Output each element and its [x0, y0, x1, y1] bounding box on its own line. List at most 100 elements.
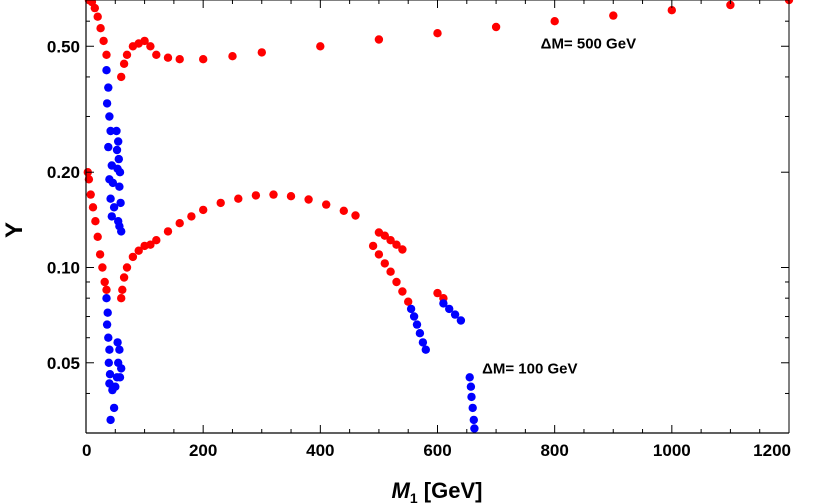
- data-point-blue-s1-17: [115, 168, 125, 177]
- data-point-red-s2-13: [316, 42, 325, 51]
- data-point-red-s2-7: [152, 50, 161, 59]
- data-point-blue-s1-2: [102, 99, 112, 108]
- data-point-red-s7-2: [380, 259, 389, 268]
- data-point-red-s0-3: [93, 12, 102, 21]
- data-point-red-s2-19: [667, 6, 676, 15]
- x-tick-label: 200: [189, 441, 217, 460]
- data-point-blue-s4-8: [106, 415, 115, 425]
- points-layer: [83, 0, 794, 433]
- data-point-blue-s4-0: [102, 294, 111, 303]
- x-tick-label: 0: [82, 441, 91, 460]
- y-tick-label: 0.50: [47, 37, 80, 56]
- data-point-blue-s8-1: [409, 312, 419, 321]
- y-tick-label: 0.10: [47, 258, 80, 277]
- data-point-red-s2-20: [726, 0, 735, 10]
- data-point-red-s0-2: [90, 3, 100, 13]
- data-point-red-s2-16: [491, 22, 501, 32]
- x-tick-label: 600: [423, 441, 451, 460]
- data-point-red-s6-2: [386, 236, 395, 245]
- data-point-blue-s1-5: [104, 142, 113, 152]
- data-point-red-s2-5: [140, 36, 149, 46]
- data-point-red-s2-2: [122, 50, 132, 59]
- data-point-blue-s8-7: [445, 304, 454, 314]
- data-point-red-s7-1: [374, 250, 384, 259]
- annotation-1: ΔM= 100 GeV: [482, 360, 577, 377]
- data-point-red-s5-4: [128, 252, 138, 262]
- data-point-red-s2-12: [257, 48, 266, 57]
- data-point-blue-s4-16: [115, 373, 125, 382]
- x-axis-label-unit: [GeV]: [418, 478, 483, 503]
- data-point-red-s5-9: [163, 227, 173, 236]
- data-point-red-s5-7: [146, 240, 155, 249]
- y-tick-label: 0.20: [47, 163, 80, 182]
- data-point-red-s5-13: [216, 198, 225, 208]
- data-point-blue-s1-15: [114, 154, 124, 164]
- data-point-red-s6-3: [392, 240, 401, 249]
- annotation-0: ΔM= 500 GeV: [541, 36, 636, 53]
- y-axis-label: Y: [1, 222, 28, 238]
- data-point-red-s3-1: [84, 175, 94, 184]
- data-point-red-s5-15: [251, 191, 261, 200]
- data-point-blue-s1-4: [106, 126, 115, 136]
- data-point-red-s3-6: [95, 250, 105, 259]
- data-point-red-s7-6: [404, 297, 413, 306]
- data-point-red-s7-0: [368, 241, 378, 251]
- x-axis-label-subscript: 1: [410, 490, 418, 504]
- data-point-blue-s8-5: [421, 345, 430, 354]
- data-point-red-s3-4: [91, 217, 100, 226]
- data-point-red-s2-6: [146, 42, 155, 51]
- data-point-blue-s1-11: [107, 212, 117, 221]
- data-point-blue-s4-2: [102, 320, 112, 329]
- data-point-blue-s4-4: [105, 345, 114, 354]
- data-point-red-s5-20: [339, 206, 348, 215]
- data-point-red-s5-17: [286, 192, 296, 201]
- data-point-red-s5-19: [322, 200, 331, 209]
- data-point-blue-s4-17: [117, 364, 126, 373]
- data-point-blue-s8-6: [439, 299, 448, 308]
- data-point-red-s5-14: [234, 194, 243, 203]
- data-point-red-s2-1: [119, 59, 129, 68]
- data-point-red-s3-5: [93, 232, 102, 241]
- data-point-red-s7-4: [392, 277, 401, 287]
- ticks-layer: 0 200 400 600 800 1000 1200 0.05 0.10 0.20 0.50: [47, 0, 791, 460]
- data-point-blue-s1-12: [112, 126, 121, 136]
- data-point-blue-s4-5: [104, 358, 114, 367]
- data-point-red-s2-17: [550, 17, 559, 26]
- data-point-red-s6-4: [398, 245, 407, 254]
- data-point-blue-s8-2: [412, 320, 422, 329]
- data-point-blue-s1-14: [112, 145, 122, 155]
- data-point-red-s6-1: [380, 231, 389, 240]
- data-point-red-s3-7: [98, 263, 107, 272]
- plot-background: [86, 0, 789, 433]
- data-point-blue-s8-10: [465, 373, 474, 382]
- data-point-blue-s4-15: [113, 338, 122, 347]
- data-point-blue-s1-13: [114, 137, 123, 146]
- data-point-blue-s8-14: [469, 415, 478, 425]
- data-point-blue-s8-13: [468, 403, 477, 413]
- data-point-red-s5-1: [118, 285, 127, 294]
- data-point-blue-s1-18: [115, 182, 124, 191]
- data-point-red-s2-8: [163, 53, 173, 62]
- data-point-red-s2-14: [374, 35, 384, 44]
- x-tick-label: 1000: [653, 441, 691, 460]
- data-point-blue-s1-10: [109, 203, 119, 212]
- data-point-red-s3-3: [88, 203, 98, 212]
- data-point-red-s5-11: [187, 212, 196, 221]
- data-point-blue-s4-11: [111, 382, 120, 391]
- data-point-blue-s8-12: [467, 392, 476, 402]
- data-point-red-s5-5: [134, 246, 143, 255]
- data-point-blue-s1-1: [104, 83, 113, 92]
- data-point-red-s5-2: [119, 273, 129, 282]
- data-point-blue-s1-22: [117, 227, 126, 236]
- data-point-red-s5-21: [351, 211, 360, 220]
- y-tick-label: 0.05: [47, 354, 80, 373]
- data-point-red-s3-2: [86, 190, 95, 199]
- x-tick-label: 800: [540, 441, 568, 460]
- data-point-red-s2-18: [609, 11, 618, 20]
- data-point-blue-s4-10: [109, 403, 119, 413]
- data-point-blue-s4-6: [105, 370, 115, 379]
- data-point-blue-s1-8: [108, 178, 118, 188]
- data-point-red-s5-0: [117, 294, 126, 303]
- data-point-red-s2-9: [175, 55, 184, 64]
- data-point-blue-s8-3: [415, 329, 425, 338]
